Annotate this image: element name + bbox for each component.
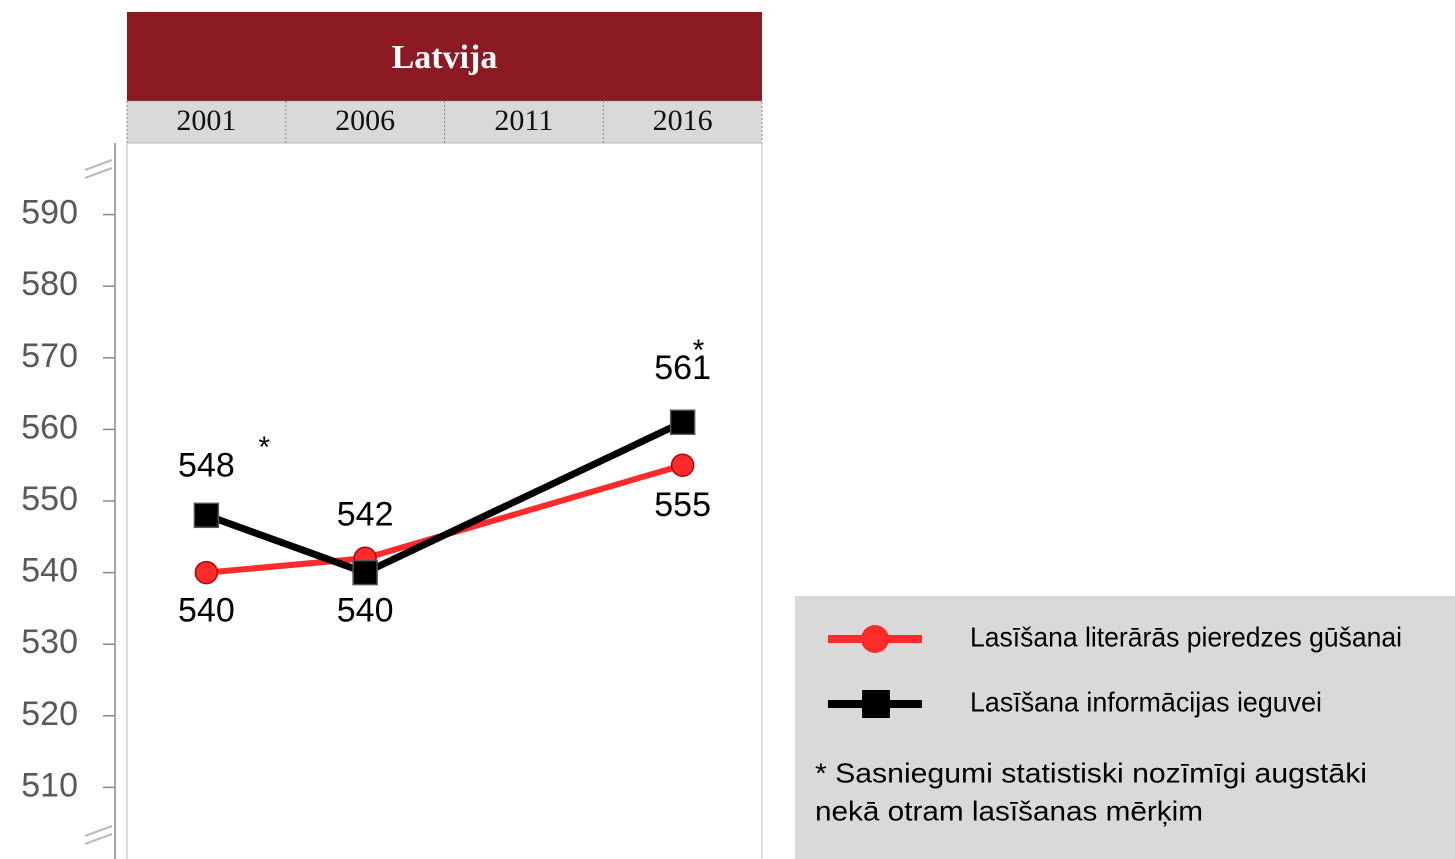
y-tick-label: 540 <box>21 552 78 590</box>
y-tick-label: 590 <box>21 194 78 232</box>
legend-label: Lasīšana informācijas ieguvei <box>970 686 1322 717</box>
data-label: 548 <box>178 446 235 484</box>
data-label: 540 <box>178 592 235 630</box>
x-tick-label: 2011 <box>494 104 553 137</box>
y-tick-label: 580 <box>21 265 78 303</box>
x-tick-label: 2001 <box>176 104 236 137</box>
y-tick-label: 560 <box>21 408 78 446</box>
x-tick-label: 2006 <box>335 104 395 137</box>
data-label: 561 <box>654 349 711 387</box>
legend-label: Lasīšana literārās pieredzes gūšanai <box>970 621 1402 652</box>
data-label: 542 <box>337 495 394 533</box>
legend-marker <box>861 625 889 653</box>
axis-break <box>84 159 113 845</box>
point <box>193 502 220 529</box>
footnote: * Sasniegumi statistiski nozīmīgi augstā… <box>815 757 1367 788</box>
point <box>352 559 378 586</box>
point <box>669 409 696 435</box>
y-tick-label: 570 <box>21 337 78 375</box>
y-tick-label: 530 <box>21 623 78 661</box>
y-tick-label: 520 <box>21 695 78 733</box>
data-label: 540 <box>337 592 394 630</box>
significance-note: * <box>258 431 270 464</box>
y-tick-label: 550 <box>21 480 78 518</box>
chart-title: Latvija <box>392 39 498 76</box>
significance-note: * <box>693 334 705 367</box>
legend-marker <box>862 690 890 718</box>
series-line <box>206 462 684 576</box>
data-label: 555 <box>654 486 711 524</box>
series-line <box>205 419 685 577</box>
x-tick-label: 2016 <box>653 104 713 137</box>
title-band <box>127 12 762 101</box>
point <box>194 560 219 585</box>
point <box>670 453 695 477</box>
y-tick-label: 510 <box>21 766 78 804</box>
footnote: nekā otram lasīšanas mērķim <box>815 795 1203 826</box>
